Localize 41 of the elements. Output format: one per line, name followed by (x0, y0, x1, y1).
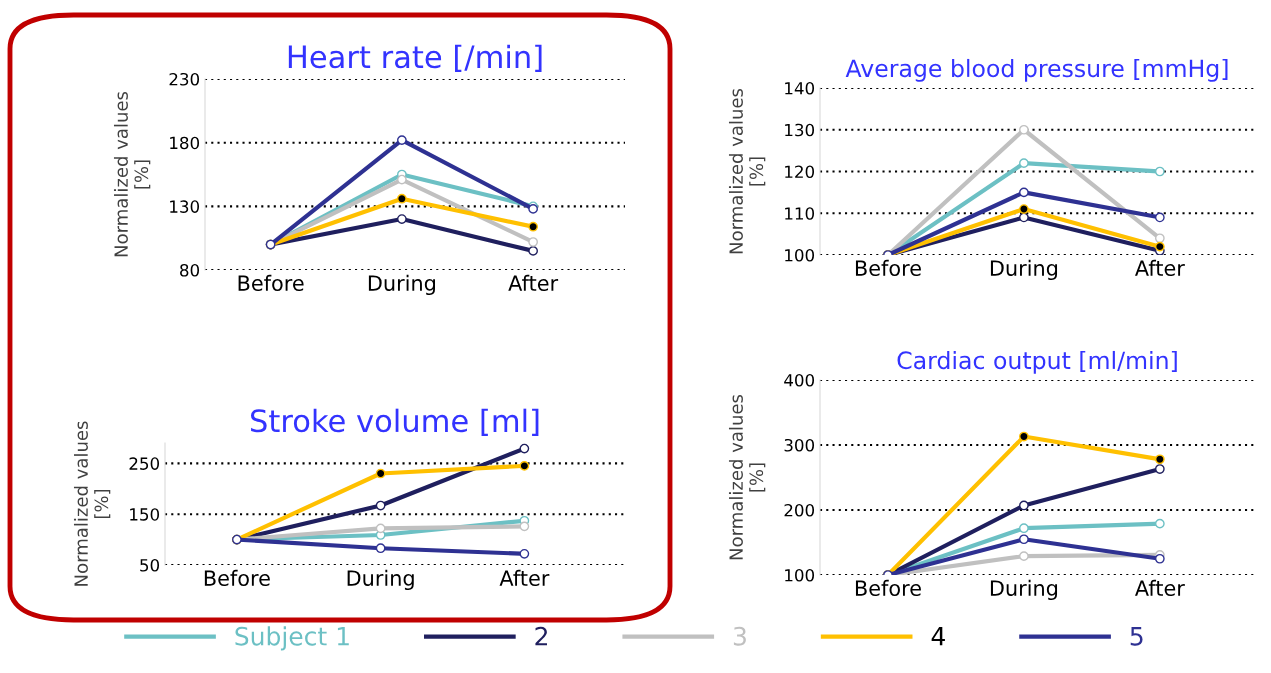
y-tick-label: 50 (140, 558, 160, 572)
legend-label: 4 (931, 627, 945, 646)
x-tick-label: Before (855, 579, 921, 596)
y-tick-label: 150 (130, 508, 160, 521)
y-tick-label: 100 (785, 568, 815, 582)
x-tick-label: Before (204, 569, 270, 586)
y-axis-title: Normalized values [%] (113, 91, 151, 257)
y-tick-label: 400 (784, 373, 815, 387)
chart-title: Average blood pressure [mmHg] (845, 58, 1228, 82)
legend-label: 3 (733, 626, 746, 646)
chart-title: Stroke volume [ml] (250, 408, 539, 436)
y-tick-label: 180 (170, 136, 200, 150)
y-axis-title: Normalized values [%] (73, 421, 111, 586)
x-tick-label: Before (855, 259, 921, 276)
y-tick-label: 130 (170, 200, 200, 213)
x-tick-label: During (368, 274, 435, 296)
y-tick-label: 250 (129, 457, 160, 470)
legend-label: 5 (1130, 627, 1143, 646)
y-tick-label: 120 (785, 165, 815, 179)
y-tick-label: 300 (784, 438, 815, 452)
x-tick-label: During (347, 569, 414, 591)
y-tick-label: 230 (169, 72, 200, 86)
x-tick-label: After (508, 274, 559, 291)
y-tick-label: 130 (785, 123, 815, 137)
x-tick-label: After (1135, 579, 1185, 596)
x-tick-label: During (990, 259, 1058, 281)
y-axis-title: Normalized values [%] (728, 88, 766, 254)
y-tick-label: 140 (785, 81, 815, 95)
y-axis-title: Normalized values [%] (728, 394, 766, 560)
y-tick-label: 80 (180, 263, 200, 277)
x-tick-label: During (990, 579, 1058, 601)
y-tick-label: 110 (785, 207, 815, 220)
y-tick-label: 200 (784, 503, 815, 517)
chart-title: Cardiac output [ml/min] (897, 350, 1177, 374)
legend-label: Subject 1 (235, 626, 349, 651)
chart-title: Heart rate [/min] (288, 44, 542, 72)
legend-label: 2 (535, 626, 547, 646)
x-tick-label: After (499, 569, 550, 586)
x-tick-label: After (1135, 259, 1185, 276)
x-tick-label: Before (238, 274, 304, 291)
y-tick-label: 100 (785, 248, 815, 262)
